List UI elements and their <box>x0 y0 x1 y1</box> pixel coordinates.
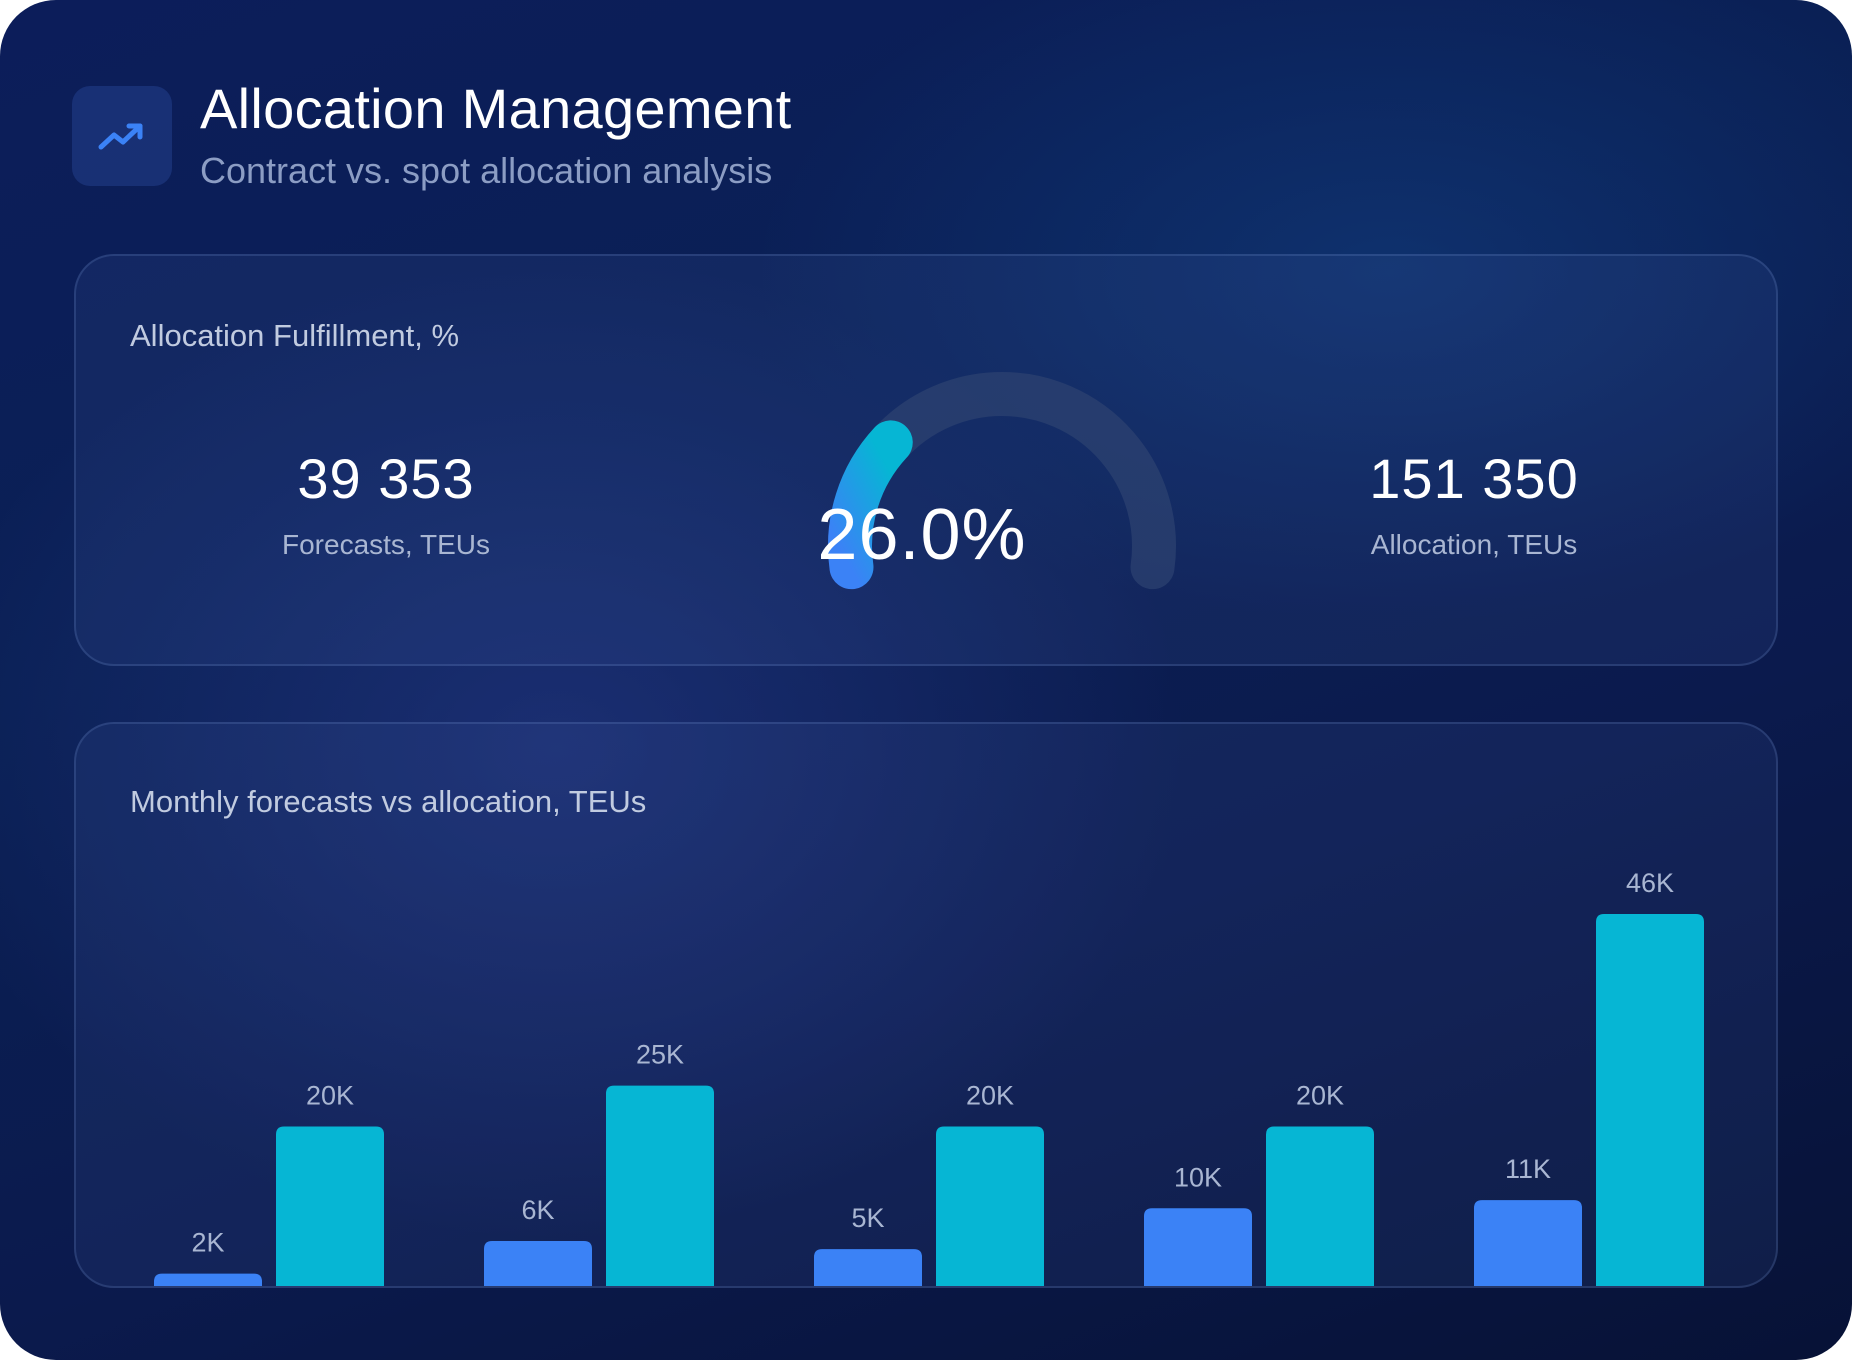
bar-forecast-2 <box>484 1240 592 1286</box>
forecasts-stat: 39 353 Forecasts, TEUs <box>186 446 586 561</box>
forecasts-value: 39 353 <box>297 447 475 510</box>
fulfillment-gauge <box>828 372 1176 590</box>
bar-allocation-5 <box>1596 914 1704 1286</box>
monthly-chart-card: Monthly forecasts vs allocation, TEUs 2K… <box>74 722 1778 1288</box>
bar-label-allocation-3: 20K <box>966 1081 1014 1111</box>
bar-label-forecast-3: 5K <box>851 1203 884 1233</box>
page-subtitle: Contract vs. spot allocation analysis <box>200 150 773 191</box>
bar-forecast-5 <box>1474 1200 1582 1286</box>
bar-label-allocation-1: 20K <box>306 1081 354 1111</box>
bar-allocation-3 <box>936 1126 1044 1286</box>
page-title: Allocation Management <box>200 77 792 140</box>
bar-label-allocation-2: 25K <box>636 1040 684 1070</box>
bar-allocation-2 <box>606 1085 714 1286</box>
allocation-label: Allocation, TEUs <box>1370 529 1578 560</box>
bar-label-forecast-2: 6K <box>521 1195 554 1225</box>
bar-forecast-4 <box>1144 1208 1252 1286</box>
allocation-value: 151 350 <box>1369 447 1579 510</box>
bar-label-forecast-5: 11K <box>1505 1154 1551 1184</box>
bar-allocation-4 <box>1266 1126 1374 1286</box>
gauge-fill <box>828 420 913 590</box>
chart-title: Monthly forecasts vs allocation, TEUs <box>130 784 647 819</box>
fulfillment-title: Allocation Fulfillment, % <box>130 318 460 353</box>
forecasts-label: Forecasts, TEUs <box>282 529 490 560</box>
bar-forecast-1 <box>154 1273 262 1286</box>
bar-allocation-1 <box>276 1126 384 1286</box>
bar-label-forecast-4: 10K <box>1174 1162 1222 1192</box>
fulfillment-percent: 26.0% <box>817 495 1027 575</box>
fulfillment-card: Allocation Fulfillment, % 39 353 Forecas… <box>74 254 1778 666</box>
monthly-bar-chart: 2K 6K 5K 10K 11K 20K 25K 20K 20K 46K <box>154 868 1704 1286</box>
bar-forecast-3 <box>814 1249 922 1286</box>
trending-up-icon <box>72 86 172 186</box>
allocation-stat: 151 350 Allocation, TEUs <box>1274 446 1674 561</box>
bar-label-allocation-4: 20K <box>1296 1081 1344 1111</box>
bar-label-allocation-5: 46K <box>1626 868 1674 898</box>
bar-label-forecast-1: 2K <box>191 1228 224 1258</box>
